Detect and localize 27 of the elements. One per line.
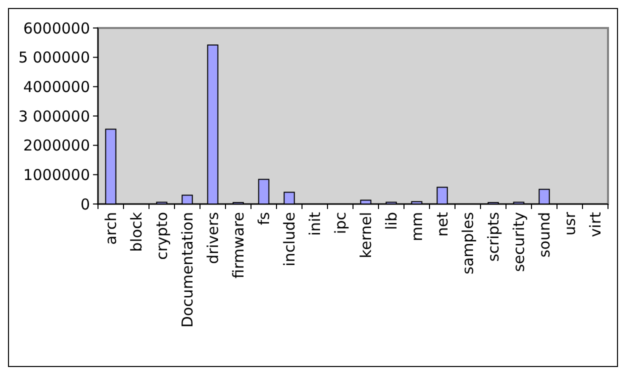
x-tick-label: init: [306, 212, 324, 236]
y-tick-label: 4000000: [23, 78, 90, 96]
x-tick-label: scripts: [484, 212, 502, 262]
x-tick-label: fs: [255, 212, 273, 226]
y-tick-label: 2000000: [23, 136, 90, 155]
x-tick-label: firmware: [230, 212, 248, 278]
x-tick-label: block: [128, 212, 146, 252]
y-tick-label: 0: [80, 195, 90, 214]
x-tick-label: usr: [561, 211, 579, 236]
x-tick-label: mm: [408, 212, 426, 242]
x-tick-label: include: [280, 212, 298, 266]
x-tick-label: drivers: [204, 212, 222, 264]
y-tick-label: 3 000000: [18, 107, 90, 126]
x-tick-label: arch: [102, 212, 120, 245]
y-tick-label: 6000000: [23, 19, 90, 38]
x-tick-label: security: [510, 212, 528, 272]
x-tick-label: Documentation: [178, 212, 196, 328]
y-tick-label: 1000000: [23, 166, 90, 184]
x-tick-label: virt: [586, 212, 604, 238]
x-tick-label: net: [434, 212, 452, 237]
x-tick-label: crypto: [153, 212, 171, 260]
x-tick-label: ipc: [332, 212, 350, 234]
x-tick-label: sound: [536, 212, 554, 258]
x-tick-label: kernel: [357, 212, 375, 258]
x-tick-label: lib: [382, 212, 400, 230]
y-tick-label: 5 000000: [18, 48, 90, 67]
x-tick-label: samples: [459, 212, 477, 274]
